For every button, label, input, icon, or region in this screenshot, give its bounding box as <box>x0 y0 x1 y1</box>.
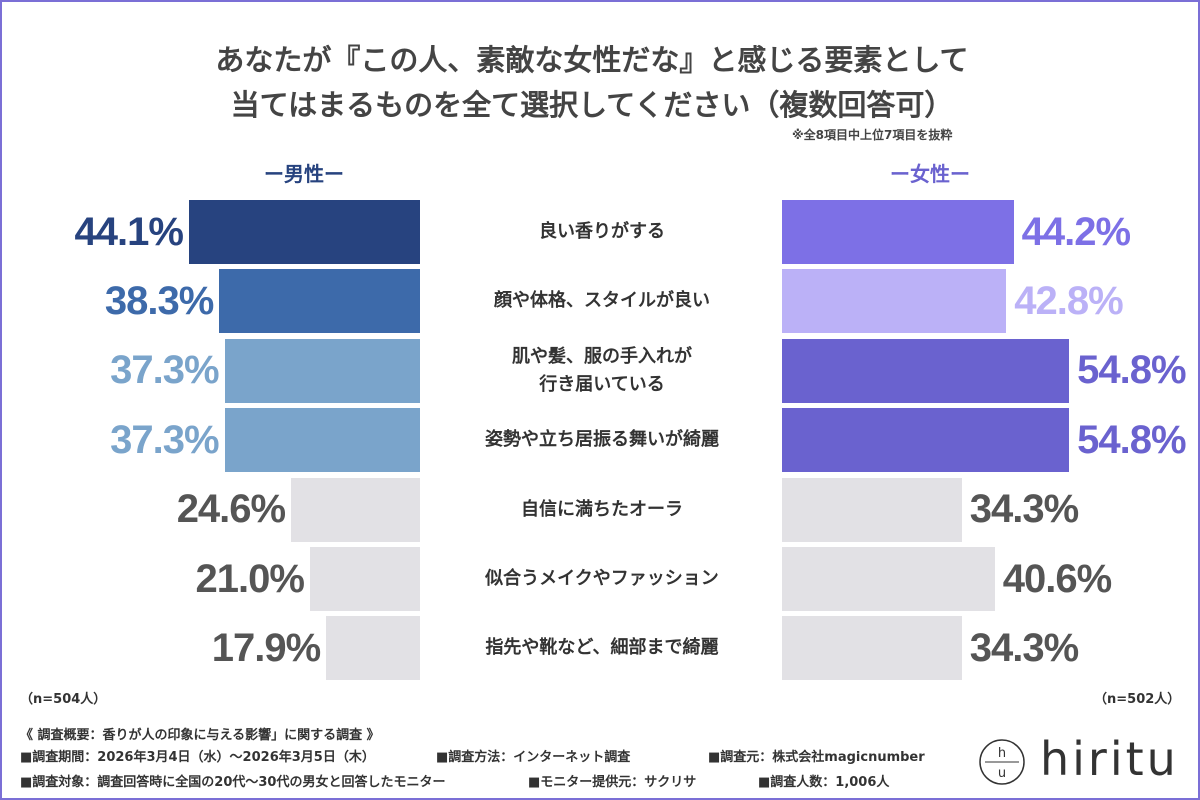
bar <box>309 547 420 611</box>
category-label: 指先や靴など、細部まで綺麗 <box>485 637 719 659</box>
bar <box>782 200 1014 264</box>
footer-heading: 《 調査概要：香りが人の印象に与える影響」に関する調査 》 <box>20 728 380 743</box>
value-label: 44.2% <box>1021 209 1131 254</box>
value-label: 34.3% <box>969 625 1079 670</box>
category-label: 姿勢や立ち居振る舞いが綺麗 <box>485 429 719 451</box>
category-label: 良い香りがする <box>539 221 665 242</box>
logo-circle <box>979 739 1025 785</box>
value-label: 34.3% <box>969 487 1079 532</box>
category-label: 肌や髪、服の手入れが 行き届いている <box>512 345 692 395</box>
bar <box>219 269 420 334</box>
category-label: 似合うメイクやファッション <box>485 568 719 589</box>
category-label: 顔や体格、スタイルが良い <box>494 290 710 312</box>
value-label: 37.3% <box>110 417 219 462</box>
bar <box>291 477 420 542</box>
logo-text: hiritu <box>1040 732 1179 786</box>
logo-top: h <box>998 746 1006 761</box>
bar <box>224 338 420 403</box>
legend-entry: ー男性ー <box>264 162 344 186</box>
value-label: 24.6% <box>176 487 286 532</box>
bar <box>188 200 420 264</box>
footer-item: ■調査期間：2026年3月4日（水）～2026年3月5日（木） <box>20 750 375 765</box>
value-label: 40.6% <box>1002 556 1112 601</box>
bar <box>782 616 962 681</box>
bar <box>782 547 995 611</box>
value-label: 17.9% <box>211 625 321 670</box>
logo-mark: h u <box>979 739 1025 785</box>
value-label: 54.8% <box>1077 348 1186 393</box>
value-label: 42.8% <box>1014 278 1123 323</box>
bar <box>782 269 1007 334</box>
footer-item: ■モニター提供元：サクリサ <box>528 775 697 790</box>
chart-title: あなたが『この人、素敵な女性だな』と感じる要素として 当てはまるものを全て選択し… <box>215 43 969 122</box>
value-label: 21.0% <box>195 556 305 601</box>
logo-bottom: u <box>998 766 1006 781</box>
bar <box>782 338 1070 403</box>
sample-size: （n=502人） <box>1094 692 1181 707</box>
category-label: 自信に満ちたオーラ <box>521 498 683 520</box>
bar <box>782 408 1070 473</box>
footer-item: ■調査対象：調査回答時に全国の20代～30代の男女と回答したモニター <box>20 775 446 790</box>
value-label: 44.1% <box>74 209 184 254</box>
value-label: 54.8% <box>1077 417 1186 462</box>
bar <box>224 408 420 473</box>
legend-entry: ー女性ー <box>890 162 970 186</box>
footer-item: ■調査方法：インターネット調査 <box>436 750 631 765</box>
bar <box>326 616 420 681</box>
footer-item: ■調査元：株式会社magicnumber <box>708 750 925 765</box>
value-label: 38.3% <box>104 278 214 323</box>
sample-size: （n=504人） <box>20 692 107 707</box>
value-label: 37.3% <box>110 348 219 393</box>
note: ※全8項目中上位7項目を抜粋 <box>792 128 953 142</box>
bar <box>782 477 962 542</box>
footer-item: ■調査人数：1,006人 <box>758 775 890 790</box>
